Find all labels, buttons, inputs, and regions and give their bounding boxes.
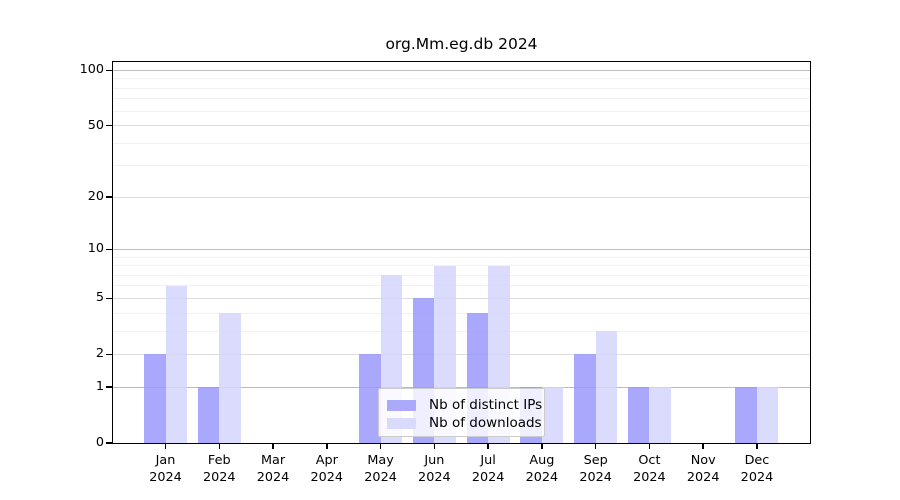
- bar-downloads-feb: [219, 313, 241, 443]
- bar-distinct-ips-dec: [735, 387, 757, 443]
- x-tick-jul: [487, 444, 489, 449]
- x-tick-label-mar: Mar 2024: [256, 453, 290, 485]
- plot-area: Nb of distinct IPs Nb of downloads: [112, 61, 811, 444]
- x-tick-label-aug: Aug 2024: [525, 453, 559, 485]
- gridline-y-10: [113, 248, 810, 250]
- x-tick-label-jul: Jul 2024: [471, 453, 505, 485]
- x-tick-dec: [756, 444, 758, 449]
- bar-downloads-oct: [649, 387, 671, 443]
- x-tick-label-may: May 2024: [364, 453, 397, 485]
- y-tick-5: [106, 297, 113, 300]
- gridline-y-1: [113, 386, 810, 388]
- gridline-y-80: [113, 87, 810, 89]
- y-tick-10: [106, 248, 113, 251]
- y-tick-2: [106, 353, 113, 356]
- x-tick-jan: [164, 444, 167, 449]
- x-tick-label-feb: Feb 2024: [202, 453, 236, 485]
- bar-distinct-ips-feb: [197, 387, 220, 443]
- bar-downloads-aug: [541, 387, 564, 443]
- gridline-y-5: [113, 297, 810, 299]
- y-tick-0: [106, 442, 113, 444]
- bar-distinct-ips-may: [359, 354, 381, 443]
- legend-swatch-downloads: [387, 417, 416, 429]
- x-tick-may: [379, 444, 382, 449]
- x-tick-mar: [272, 444, 274, 449]
- x-tick-label-nov: Nov 2024: [686, 453, 720, 485]
- y-tick-label-10: 10: [87, 241, 104, 257]
- x-tick-label-oct: Oct 2024: [633, 453, 666, 485]
- y-tick-1: [106, 386, 113, 388]
- bar-distinct-ips-oct: [627, 387, 650, 443]
- gridline-y-4: [113, 312, 810, 314]
- gridline-y-7: [113, 274, 810, 276]
- bar-downloads-jan: [165, 285, 187, 443]
- gridline-y-50: [113, 125, 810, 127]
- y-tick-100: [106, 69, 113, 72]
- y-tick-label-100: 100: [79, 62, 104, 78]
- x-tick-label-jan: Jan 2024: [149, 453, 182, 485]
- legend-item-distinct-ips: Nb of distinct IPs: [387, 396, 542, 414]
- bar-downloads-sep: [595, 331, 618, 443]
- gridline-y-6: [113, 285, 810, 287]
- legend: Nb of distinct IPs Nb of downloads: [378, 388, 545, 437]
- bar-distinct-ips-sep: [574, 354, 596, 443]
- gridline-y-8: [113, 265, 810, 267]
- bar-downloads-dec: [756, 387, 779, 443]
- gridline-y-90: [113, 78, 810, 80]
- legend-label-distinct-ips: Nb of distinct IPs: [429, 397, 543, 413]
- x-tick-nov: [702, 444, 704, 449]
- x-tick-apr: [326, 444, 328, 449]
- gridline-y-20: [113, 196, 810, 198]
- x-tick-label-apr: Apr 2024: [310, 453, 344, 485]
- y-tick-50: [106, 124, 113, 127]
- y-tick-label-20: 20: [87, 189, 104, 205]
- gridline-y-60: [113, 110, 810, 112]
- x-tick-feb: [218, 444, 221, 449]
- x-tick-aug: [541, 444, 543, 449]
- chart-title: org.Mm.eg.db 2024: [385, 35, 538, 53]
- x-tick-oct: [648, 444, 651, 449]
- y-tick-label-5: 5: [95, 290, 104, 306]
- gridline-y-3: [113, 330, 810, 332]
- bar-distinct-ips-jan: [144, 354, 166, 443]
- gridline-y-2: [113, 353, 810, 355]
- y-tick-label-1: 1: [95, 379, 104, 395]
- y-tick-label-2: 2: [95, 346, 104, 362]
- y-tick-label-0: 0: [95, 435, 104, 450]
- gridline-y-70: [113, 98, 810, 100]
- gridline-y-100: [113, 69, 810, 71]
- x-tick-sep: [594, 444, 597, 449]
- x-tick-label-jun: Jun 2024: [418, 453, 451, 485]
- gridline-y-9: [113, 256, 810, 258]
- legend-swatch-distinct-ips: [387, 399, 416, 411]
- legend-item-downloads: Nb of downloads: [387, 414, 542, 432]
- x-tick-label-sep: Sep 2024: [579, 453, 612, 485]
- x-tick-jun: [433, 444, 436, 449]
- gridline-y-30: [113, 165, 810, 167]
- y-tick-20: [106, 196, 113, 198]
- y-tick-label-50: 50: [87, 117, 104, 133]
- gridline-y-40: [113, 142, 810, 144]
- legend-label-downloads: Nb of downloads: [429, 415, 542, 431]
- x-tick-label-dec: Dec 2024: [740, 453, 774, 485]
